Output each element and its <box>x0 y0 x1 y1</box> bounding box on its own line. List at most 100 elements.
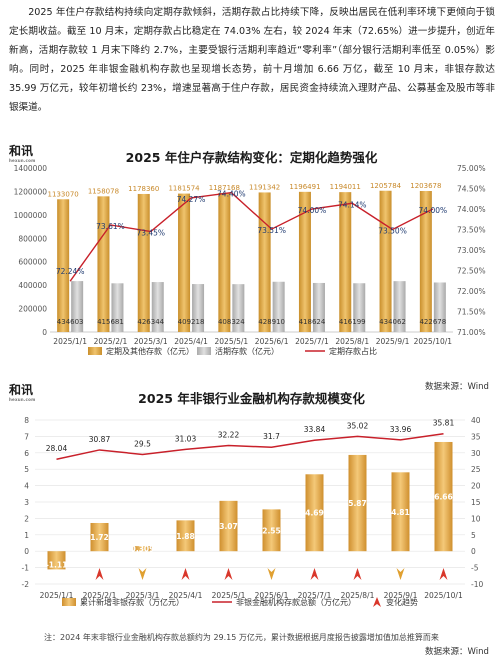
data-label-time-deposit: 1187168 <box>209 184 240 192</box>
right-axis-tick: 73.00% <box>457 246 486 255</box>
bar-new-nonbank-deposit <box>391 472 410 552</box>
chart1-title: 2025 年住户存款结构变化：定期化趋势强化 <box>125 150 378 165</box>
legend-label-trend: 变化趋势 <box>386 597 418 607</box>
data-label-ratio: 73.50% <box>378 227 407 236</box>
data-label-demand-deposit: 416199 <box>339 318 366 326</box>
data-label-new-deposit: 2.55 <box>262 526 281 535</box>
data-label-demand-deposit: 409218 <box>178 318 205 326</box>
x-axis-tick: 2025/1/1 <box>53 337 87 346</box>
data-label-total: 32.22 <box>218 431 240 440</box>
data-label-ratio: 74.00% <box>419 206 448 215</box>
right-axis-tick: 71.50% <box>457 308 486 317</box>
left-axis-tick: 0 <box>24 547 29 556</box>
bar-demand-deposit <box>312 282 325 332</box>
data-label-total: 30.87 <box>89 435 111 444</box>
data-label-time-deposit: 1194011 <box>330 183 361 191</box>
right-axis-tick: 73.50% <box>457 226 486 235</box>
x-axis-tick: 2025/3/1 <box>126 591 160 600</box>
logo-sub: hexun.com <box>9 158 36 163</box>
left-axis-tick: 0 <box>42 328 47 337</box>
left-axis-tick: 8 <box>24 416 29 425</box>
data-label-total: 35.02 <box>347 421 369 430</box>
legend-swatch-time-deposit <box>88 347 102 355</box>
line-time-deposit-ratio <box>69 191 434 282</box>
left-axis-tick: 600000 <box>18 258 47 267</box>
right-axis-tick: 72.00% <box>457 287 486 296</box>
data-label-new-deposit: 4.69 <box>305 509 324 518</box>
left-axis-tick: -1 <box>22 564 30 573</box>
data-label-new-deposit: 1.72 <box>90 533 109 542</box>
left-axis-tick: 1200000 <box>14 187 48 196</box>
bar-new-nonbank-deposit <box>219 500 238 552</box>
data-label-ratio: 72.24% <box>56 267 85 276</box>
legend-swatch-demand-deposit <box>197 347 211 355</box>
line-nonbank-deposit-total <box>56 433 444 460</box>
legend-label-ratio: 定期存款占比 <box>329 346 377 356</box>
bar-new-nonbank-deposit <box>305 474 324 552</box>
data-label-time-deposit: 1181574 <box>168 185 200 193</box>
logo-main-2: 和讯 <box>9 383 34 397</box>
data-label-total: 31.03 <box>175 434 197 443</box>
legend-label-demand-deposit: 活期存款（亿元） <box>215 346 279 356</box>
left-axis-tick: 6 <box>24 449 29 458</box>
data-label-time-deposit: 1196491 <box>289 183 320 191</box>
trend-up-icon <box>95 568 104 580</box>
bar-new-nonbank-deposit <box>434 441 453 552</box>
data-label-total: 28.04 <box>46 444 68 453</box>
bar-time-deposit <box>419 190 432 332</box>
data-label-total: 33.84 <box>304 425 326 434</box>
data-label-time-deposit: 1158078 <box>88 187 119 195</box>
chart1-canvas: 0200000400000600000800000100000012000001… <box>14 164 486 356</box>
data-label-ratio: 73.51% <box>257 226 286 235</box>
legend-swatch-new-deposit <box>62 598 76 606</box>
legend-label-time-deposit: 定期及其他存款（亿元） <box>106 346 194 356</box>
bar-time-deposit <box>379 190 392 332</box>
bar-demand-deposit <box>151 282 164 332</box>
data-label-ratio: 74.40% <box>217 190 246 199</box>
bar-new-nonbank-deposit <box>348 454 367 552</box>
trend-down-icon <box>267 568 276 580</box>
bar-demand-deposit <box>192 284 205 332</box>
right-axis-tick: 75.00% <box>457 164 486 173</box>
bar-time-deposit <box>258 192 271 332</box>
right-axis-tick: 40 <box>471 416 481 425</box>
left-axis-tick: 2 <box>24 514 29 523</box>
data-label-time-deposit: 1191342 <box>249 183 280 191</box>
data-label-demand-deposit: 426344 <box>137 318 164 326</box>
bar-demand-deposit <box>111 283 124 332</box>
chart2-canvas: -2-1012345678-10-50510152025303540-1.112… <box>22 416 483 607</box>
data-label-ratio: 73.61% <box>96 222 125 231</box>
trend-up-icon <box>439 568 448 580</box>
data-label-demand-deposit: 422678 <box>419 318 446 326</box>
left-axis-tick: 400000 <box>18 281 47 290</box>
left-axis-tick: 1 <box>24 531 29 540</box>
data-label-demand-deposit: 434062 <box>379 318 406 326</box>
bar-new-nonbank-deposit <box>176 520 195 552</box>
bar-time-deposit <box>218 192 231 332</box>
bar-demand-deposit <box>433 282 446 332</box>
bar-time-deposit <box>57 199 70 332</box>
bar-demand-deposit <box>272 281 285 332</box>
right-axis-tick: 5 <box>471 531 476 540</box>
right-axis-tick: 30 <box>471 449 481 458</box>
data-label-total: 33.96 <box>390 425 412 434</box>
x-axis-tick: 2025/8/1 <box>335 337 369 346</box>
legend-label-new-deposit: 累计新增非银存款（万亿元） <box>80 597 184 607</box>
left-axis-tick: 1000000 <box>14 211 48 220</box>
x-axis-tick: 2025/5/1 <box>212 591 246 600</box>
data-label-new-deposit: 5.87 <box>348 499 367 508</box>
left-axis-tick: -2 <box>22 580 30 589</box>
data-label-new-deposit: 4.81 <box>391 508 410 517</box>
data-label-new-deposit: 0.309 <box>131 545 155 554</box>
trend-up-icon <box>181 568 190 580</box>
x-axis-tick: 2025/6/1 <box>255 337 289 346</box>
left-axis-tick: 1400000 <box>14 164 48 173</box>
right-axis-tick: 0 <box>471 547 476 556</box>
right-axis-tick: 20 <box>471 482 481 491</box>
hexun-logo-2: 和讯 hexun.com <box>9 383 35 403</box>
bar-demand-deposit <box>353 283 366 332</box>
bar-new-nonbank-deposit <box>262 509 281 552</box>
data-label-ratio: 73.45% <box>136 229 165 238</box>
right-axis-tick: 10 <box>471 514 481 523</box>
bar-demand-deposit <box>393 281 406 332</box>
